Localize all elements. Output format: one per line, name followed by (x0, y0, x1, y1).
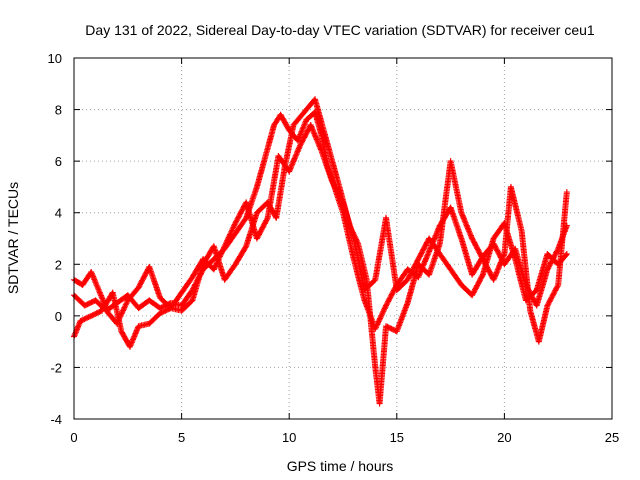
x-tick-label: 20 (497, 430, 511, 445)
series-track-c (71, 122, 570, 327)
x-tick-label: 25 (605, 430, 619, 445)
x-tick-label: 15 (390, 430, 404, 445)
data-markers (71, 96, 570, 407)
plot-frame (73, 57, 613, 420)
y-tick-label: -4 (50, 412, 62, 427)
y-axis-label: SDTVAR / TECUs (5, 182, 21, 294)
y-tick-label: 10 (48, 51, 62, 66)
y-tick-label: 2 (55, 257, 62, 272)
x-tick-label: 10 (282, 430, 296, 445)
x-axis-label: GPS time / hours (287, 458, 394, 474)
y-tick-label: 4 (55, 206, 62, 221)
y-tick-label: 0 (55, 309, 62, 324)
chart-title: Day 131 of 2022, Sidereal Day-to-day VTE… (85, 22, 595, 38)
x-tick-label: 5 (178, 430, 185, 445)
axis-ticks: 0 5 10 15 20 25 -4 -2 0 2 4 6 8 10 (48, 51, 620, 445)
x-tick-label: 0 (70, 430, 77, 445)
y-tick-label: -2 (50, 360, 62, 375)
y-tick-label: 6 (55, 154, 62, 169)
y-tick-label: 8 (55, 103, 62, 118)
grid (74, 58, 612, 419)
